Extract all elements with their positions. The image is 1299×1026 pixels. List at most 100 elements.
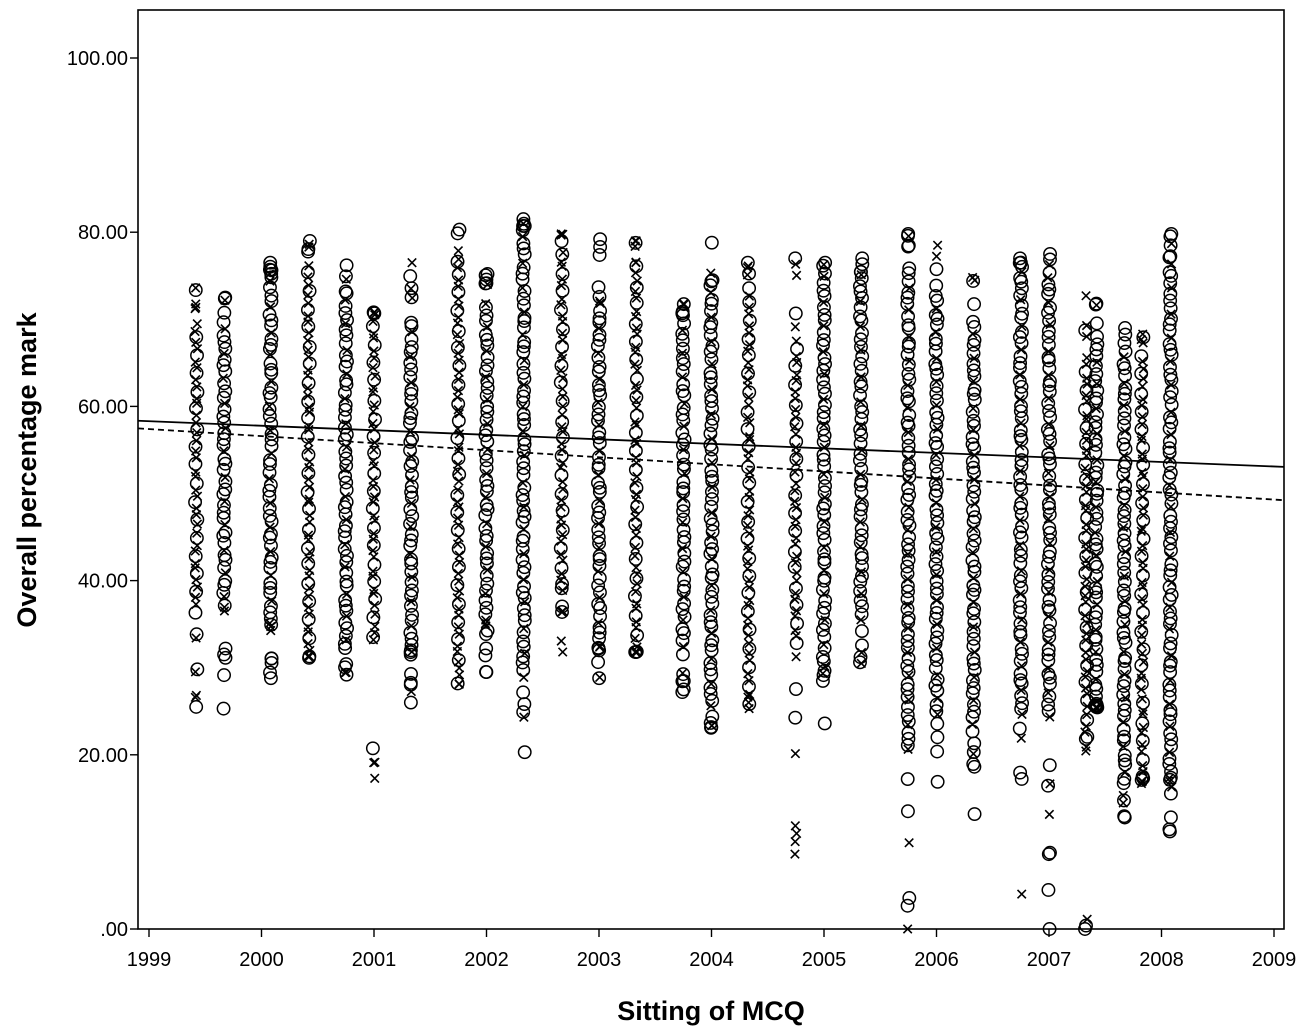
data-point-cross (969, 474, 980, 485)
data-point-circle (817, 629, 832, 644)
data-point-circle (517, 560, 532, 575)
data-point-circle (704, 469, 719, 484)
data-point-circle (967, 465, 981, 480)
data-point-circle (480, 267, 495, 281)
data-point-cross (518, 401, 528, 412)
data-point-cross (631, 420, 642, 430)
data-point-circle (1041, 337, 1056, 352)
data-point-cross (744, 434, 755, 445)
data-point-circle (853, 279, 867, 294)
data-point-cross (558, 247, 568, 258)
data-point-circle (854, 264, 868, 279)
data-point-circle (928, 308, 943, 323)
data-point-circle (928, 557, 943, 572)
data-point-cross (190, 446, 201, 456)
data-point-cross (630, 478, 640, 488)
data-point-circle (188, 495, 203, 510)
data-point-circle (965, 454, 980, 469)
data-point-cross (630, 551, 640, 561)
data-point-circle (302, 501, 316, 516)
data-point-circle (516, 291, 531, 306)
data-point-circle (216, 432, 231, 447)
data-point-cross (304, 651, 314, 662)
data-point-cross (1014, 540, 1025, 551)
data-point-circle (676, 583, 691, 598)
data-point-circle (339, 258, 354, 273)
data-point-circle (1089, 437, 1103, 452)
data-point-circle (817, 428, 832, 443)
data-point-circle (816, 421, 831, 436)
data-point-circle (930, 730, 945, 745)
data-point-circle (1163, 536, 1177, 551)
data-point-cross (594, 543, 604, 553)
data-point-circle (1164, 311, 1178, 326)
data-point-circle (628, 462, 643, 477)
data-point-cross (341, 514, 352, 525)
data-point-cross (594, 419, 604, 430)
data-point-cross (932, 424, 943, 434)
data-point-circle (853, 332, 868, 347)
data-point-circle (966, 631, 981, 646)
data-point-cross (790, 821, 801, 831)
data-point-cross (631, 323, 642, 333)
data-point-circle (218, 364, 233, 379)
data-point-cross (190, 546, 201, 556)
data-point-cross (304, 482, 315, 492)
data-point-cross (1138, 503, 1149, 513)
data-point-circle (591, 475, 605, 490)
data-point-circle (1042, 507, 1057, 522)
data-point-circle (1042, 404, 1057, 418)
x-axis: 1999 2000 2001 2002 2003 2004 2005 2006 2007 2008… (127, 929, 1296, 971)
sitting-column (852, 251, 870, 670)
data-point-circle (340, 548, 354, 563)
data-point-circle (854, 461, 869, 476)
data-point-circle (1042, 676, 1057, 691)
data-point-circle (479, 308, 494, 323)
data-point-circle (967, 533, 982, 548)
data-point-circle (928, 678, 943, 693)
data-point-circle (1162, 317, 1177, 332)
data-point-circle (301, 244, 316, 259)
data-point-circle (404, 533, 419, 548)
data-point-cross (968, 622, 979, 632)
data-point-circle (930, 410, 945, 425)
data-point-circle (592, 315, 607, 330)
data-point-cross (368, 545, 378, 556)
data-point-circle (1079, 472, 1093, 487)
data-point-circle (479, 600, 494, 615)
data-point-circle (1116, 556, 1131, 571)
y-tick-label: 20.00 (78, 745, 128, 767)
data-point-circle (1078, 323, 1093, 338)
data-point-cross (558, 391, 568, 402)
data-point-circle (301, 319, 316, 334)
data-point-circle (1163, 772, 1177, 787)
data-point-circle (1163, 810, 1178, 825)
data-point-circle (901, 714, 916, 729)
data-point-circle (853, 574, 868, 589)
data-point-circle (1163, 568, 1178, 583)
data-point-circle (1116, 533, 1131, 548)
data-point-circle (480, 479, 495, 493)
data-point-circle (853, 535, 868, 550)
data-point-cross (454, 338, 465, 349)
data-point-circle (452, 467, 467, 482)
data-point-circle (1013, 673, 1028, 688)
data-point-circle (480, 404, 495, 419)
data-point-circle (675, 333, 690, 348)
data-point-circle (816, 411, 831, 426)
data-point-cross (855, 541, 866, 552)
sitting-column (1078, 291, 1095, 936)
data-point-circle (188, 283, 203, 298)
data-point-circle (218, 384, 233, 399)
data-point-cross (192, 582, 203, 592)
data-point-circle (1163, 249, 1178, 264)
x-tick-label: 2001 (352, 949, 397, 971)
data-point-circle (1164, 514, 1178, 529)
data-point-cross (1120, 474, 1130, 484)
data-point-circle (854, 363, 869, 378)
data-point-cross (931, 251, 942, 262)
data-point-circle (338, 359, 353, 374)
data-point-circle (404, 667, 418, 681)
data-point-cross (791, 828, 802, 839)
data-point-circle (592, 332, 607, 347)
